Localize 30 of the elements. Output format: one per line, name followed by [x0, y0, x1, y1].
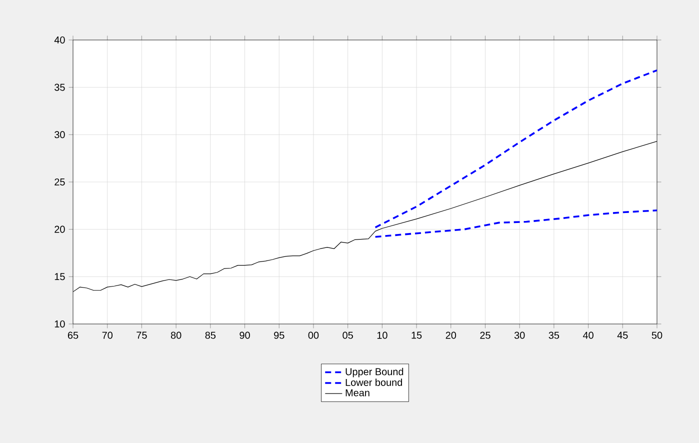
x-tick-label: 35: [548, 332, 560, 339]
y-tick-label: 40: [54, 36, 65, 44]
x-tick-label: 10: [377, 332, 388, 339]
y-tick-label: 35: [54, 84, 65, 91]
x-tick-label: 75: [136, 332, 147, 339]
y-tick-label: 10: [54, 320, 65, 328]
x-tick-label: 85: [205, 332, 216, 339]
y-tick-label: 20: [54, 226, 65, 233]
x-tick-label: 15: [412, 332, 422, 339]
x-tick-label: 40: [582, 332, 594, 339]
x-tick-label: 00: [308, 332, 319, 339]
x-tick-label: 25: [480, 332, 490, 339]
x-tick-label: 20: [446, 332, 456, 339]
line-series: [374, 209, 657, 238]
legend-label: Upper Bound: [346, 368, 404, 378]
y-tick-label: 15: [54, 273, 65, 280]
x-tick-label: 30: [514, 332, 525, 339]
x-tick-label: 95: [274, 332, 284, 339]
x-tick-label: 05: [342, 332, 353, 339]
y-tick-label: 25: [54, 178, 65, 186]
legend-label: Lower bound: [346, 378, 402, 386]
y-tick-label: 30: [54, 131, 65, 138]
line-series: [374, 69, 657, 228]
x-tick-label: 45: [617, 332, 628, 339]
x-tick-label: 70: [102, 332, 113, 339]
x-tick-label: 80: [170, 332, 182, 339]
x-tick-label: 65: [68, 332, 78, 339]
x-tick-label: 50: [652, 332, 662, 339]
x-tick-label: 90: [240, 332, 250, 339]
legend-label: Mean: [346, 389, 370, 396]
